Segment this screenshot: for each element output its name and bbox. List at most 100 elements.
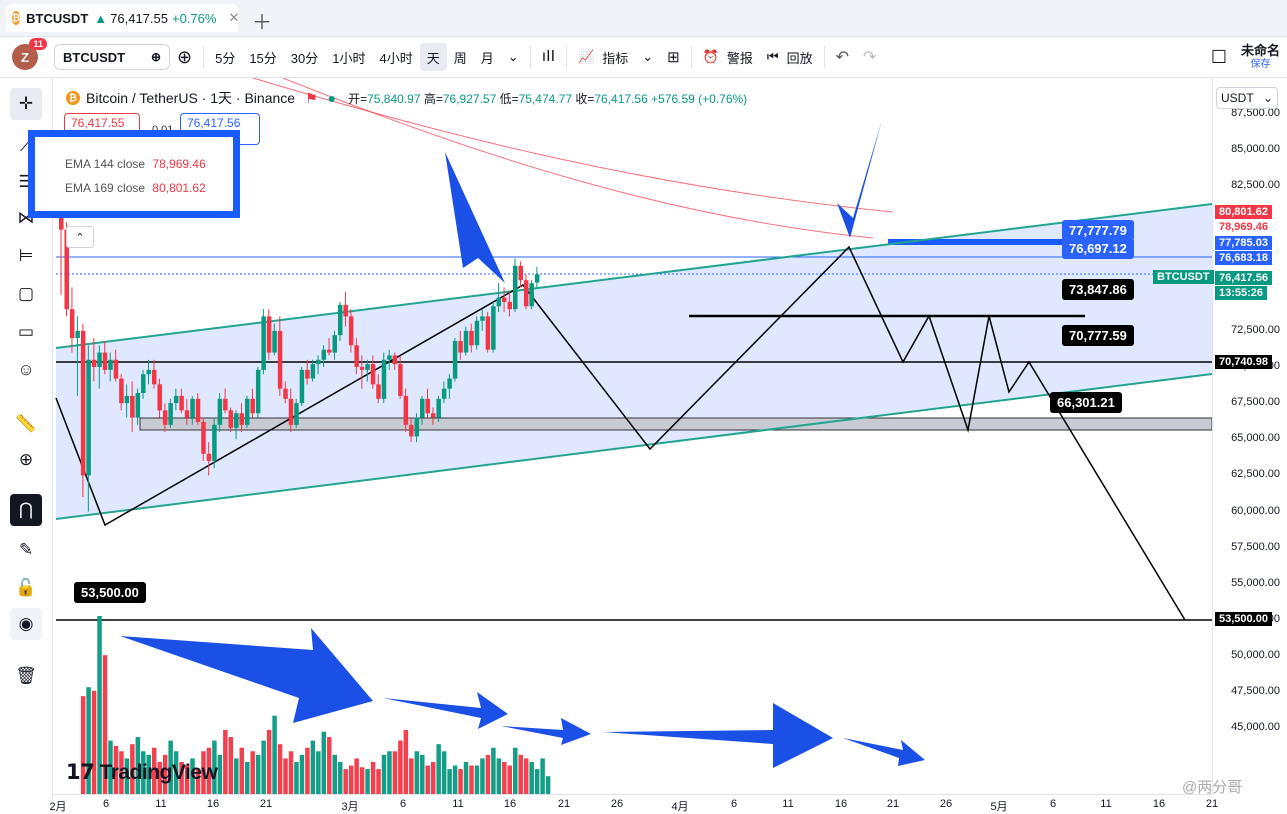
magnet-icon[interactable]: ⋂ <box>10 494 42 526</box>
callout-77777[interactable]: 77,777.79 <box>1062 220 1134 241</box>
undo-icon[interactable]: ↶ <box>835 49 850 66</box>
volume-bar <box>162 754 168 794</box>
close-tab-icon[interactable]: ✕ <box>228 10 240 25</box>
callout-66301[interactable]: 66,301.21 <box>1050 392 1122 413</box>
collapse-legend-icon[interactable]: ⌃ <box>66 226 94 248</box>
add-watchlist-icon[interactable]: ⊕ <box>150 50 161 64</box>
interval-1h[interactable]: 1小时 <box>332 50 366 66</box>
candle-body <box>162 410 168 425</box>
zoom-icon[interactable]: ⊕ <box>18 450 34 469</box>
alert-button[interactable]: ⏰ 警报 <box>696 37 760 77</box>
ruler-icon[interactable]: 📏 <box>15 414 37 433</box>
volume-bar <box>354 758 359 794</box>
candle-body <box>392 355 398 365</box>
layout-name[interactable]: 未命名 保存 <box>1234 37 1287 77</box>
arrow-volume-4 <box>603 703 833 768</box>
candle-body <box>108 359 113 370</box>
candle-body <box>529 283 534 307</box>
callout-70777[interactable]: 70,777.59 <box>1062 325 1134 346</box>
divider <box>566 46 568 68</box>
price-label: 62,500.00 <box>1231 468 1280 481</box>
interval-4h[interactable]: 4小时 <box>379 50 413 66</box>
candle-body <box>452 340 458 379</box>
ema-144-label: EMA 144 close <box>65 157 146 171</box>
candle-body <box>370 364 376 385</box>
redo-icon[interactable]: ↷ <box>863 49 877 66</box>
candle-body <box>381 359 387 399</box>
candles-icon[interactable]: ıII <box>541 48 556 65</box>
callout-76697[interactable]: 76,697.12 <box>1062 238 1134 259</box>
flag-icon[interactable]: ⚑ <box>305 89 318 106</box>
lock-icon[interactable]: 🔓 <box>15 578 37 597</box>
candle-body <box>190 398 195 418</box>
time-label: 21 <box>259 798 273 810</box>
candle-body <box>480 316 485 321</box>
symbol-search[interactable]: BTCUSDT ⊕ <box>54 44 170 70</box>
candle-body <box>491 306 496 350</box>
currency-select[interactable]: USDT ⌄ <box>1216 87 1278 109</box>
chevron-down-icon[interactable]: ⌄ <box>507 49 519 64</box>
volume-bar <box>272 715 277 794</box>
candle-body <box>523 280 529 307</box>
ema-169-line[interactable]: EMA 169 close 80,801.62 <box>65 181 206 195</box>
time-label: 26 <box>610 798 624 810</box>
price-label: 47,500.00 <box>1231 685 1280 698</box>
replay-button[interactable]: ⏮ 回放 <box>760 37 820 77</box>
indicators-icon: 📈 <box>578 49 595 64</box>
browser-tab[interactable]: ₿ BTCUSDT ▲ 76,417.55 +0.76% ✕ <box>6 4 240 32</box>
interval-30m[interactable]: 30分 <box>290 50 319 66</box>
candle-body <box>343 304 348 317</box>
volume-bar <box>348 765 354 794</box>
candle-body <box>458 340 463 353</box>
ema-169-label: EMA 169 close <box>65 181 146 195</box>
shape-icon[interactable]: ▢ <box>17 284 35 303</box>
new-tab-icon[interactable]: ＋ <box>252 12 272 34</box>
chevron-down-icon: ⌄ <box>642 49 654 64</box>
interval-1w[interactable]: 周 <box>453 50 467 66</box>
trash-icon[interactable]: 🗑 <box>15 666 37 685</box>
lock-drawing-icon[interactable]: ✎ <box>18 540 34 559</box>
crosshair-icon[interactable]: ✛ <box>10 88 42 120</box>
price-chart[interactable] <box>53 78 1212 794</box>
price-axis[interactable]: 87,500.0085,000.0082,500.0072,500.0070,0… <box>1212 78 1287 794</box>
volume-bar <box>201 751 206 794</box>
time-label: 11 <box>782 798 794 810</box>
candle-body <box>332 335 337 353</box>
time-label: 26 <box>939 798 953 810</box>
interval-15m[interactable]: 15分 <box>249 50 277 66</box>
close-label: 收= <box>575 91 595 106</box>
trendline-icon[interactable]: ⟋ <box>20 136 32 155</box>
candle-body <box>80 330 86 476</box>
compare-icon[interactable]: ⊕ <box>177 46 193 67</box>
volume-bar <box>217 754 223 794</box>
callout-53500[interactable]: 53,500.00 <box>74 582 146 603</box>
projection-zigzag <box>55 245 1186 621</box>
prediction-icon[interactable]: ⊨ <box>18 246 34 265</box>
time-label: 16 <box>1152 798 1166 810</box>
time-axis[interactable]: 2月 6 11 16 21 3月 6 11 16 21 26 4月 6 11 16 21 26 5月 6 11 16 21 <box>49 794 1218 813</box>
eye-icon[interactable]: ◉ <box>10 608 42 640</box>
interval-1mo[interactable]: 月 <box>480 50 494 66</box>
interval-5m[interactable]: 5分 <box>215 50 236 66</box>
ema-144-line[interactable]: EMA 144 close 78,969.46 <box>65 157 206 171</box>
tradingview-logo[interactable]: 𝟭𝟳 TradingView <box>66 760 218 785</box>
price-tag: 78,969.46 <box>1215 220 1272 234</box>
text-icon[interactable]: ▭ <box>17 322 35 341</box>
volume-bar <box>195 769 201 794</box>
close-value: 76,417.56 <box>594 91 648 106</box>
indicators-button[interactable]: 📈 指标 ⌄ <box>571 37 660 77</box>
candle-body <box>266 316 272 353</box>
candle-body <box>135 393 141 418</box>
time-label: 6 <box>730 798 738 810</box>
volume-bar <box>392 751 398 794</box>
volume-bar <box>173 751 179 794</box>
templates-icon[interactable]: ⊞ <box>667 49 680 66</box>
interval-1d[interactable]: 天 <box>419 43 447 71</box>
avatar-letter: Z <box>21 49 29 65</box>
emoji-icon[interactable]: ☺ <box>17 360 35 379</box>
callout-73847[interactable]: 73,847.86 <box>1062 279 1134 300</box>
avatar[interactable]: Z 11 <box>12 38 47 70</box>
fullscreen-icon[interactable]: ☐ <box>1210 46 1227 67</box>
time-label: 21 <box>886 798 900 810</box>
alarm-icon: ⏰ <box>702 49 719 64</box>
